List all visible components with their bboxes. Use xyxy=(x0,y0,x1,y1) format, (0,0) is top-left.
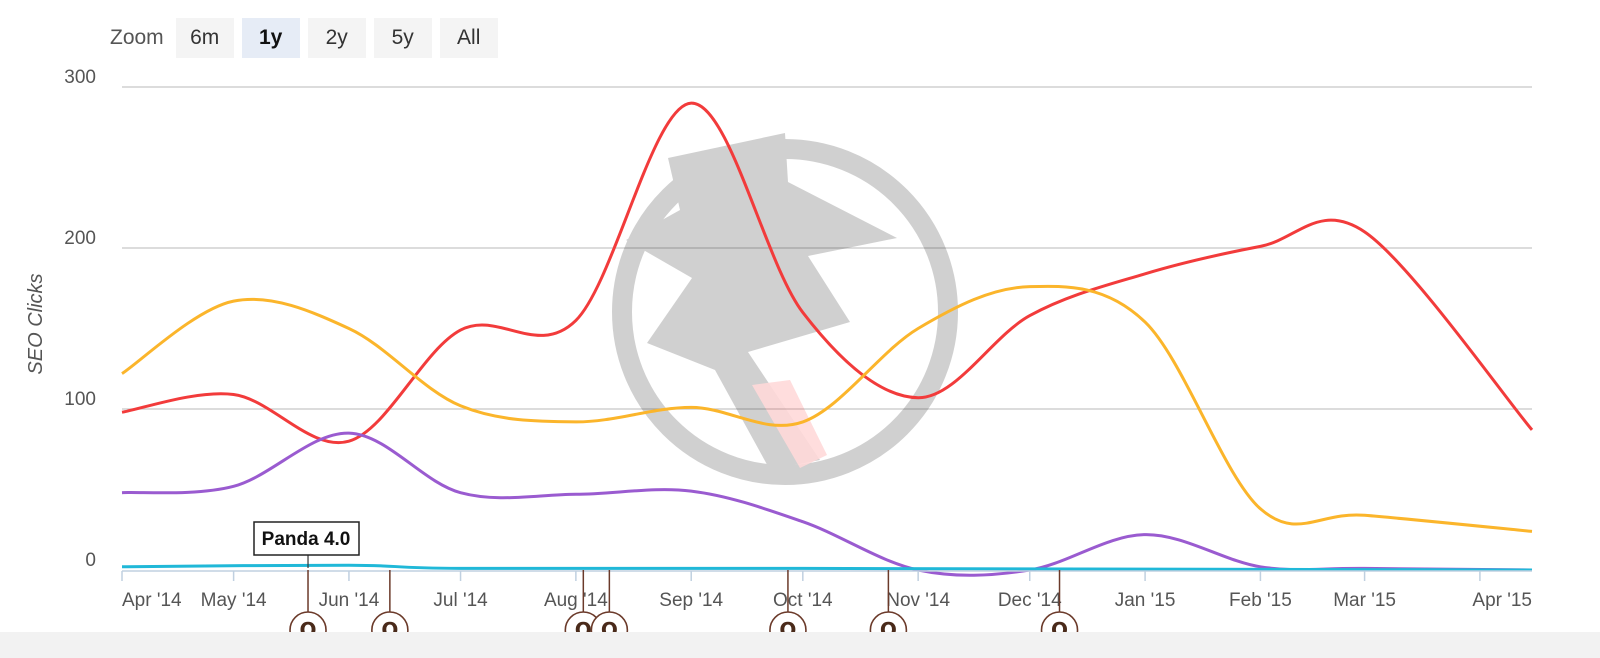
flag-letter: O xyxy=(575,618,592,632)
flag-letter: O xyxy=(1051,618,1068,632)
flag-marker xyxy=(1040,611,1079,632)
tooltip-text: Panda 4.0 xyxy=(262,529,351,550)
flag-marker xyxy=(769,611,807,632)
navigator-band xyxy=(0,632,1600,658)
zoom-bar: Zoom 6m 1y 2y 5y All xyxy=(110,18,498,58)
flag-marker xyxy=(869,611,908,632)
flag-letter: O xyxy=(779,618,796,632)
flag-letter: O xyxy=(381,618,398,632)
y-axis-label: SEO Clicks xyxy=(25,273,47,374)
series-line-teal xyxy=(121,563,1533,572)
x-tick-label: Nov '14 xyxy=(886,590,950,611)
zoom-button-5y[interactable]: 5y xyxy=(373,18,432,58)
series-line-purple xyxy=(121,431,1533,577)
y-tick-label: 300 xyxy=(64,67,96,88)
x-tick-label: May '14 xyxy=(201,590,267,611)
x-axis-ticks: Apr '14 May '14 Jun '14 Jul '14 Aug '14 Sep '… xyxy=(121,571,1532,611)
x-tick-label: Jun '14 xyxy=(319,590,380,611)
zoom-button-1y[interactable]: 1y xyxy=(241,18,300,58)
zoom-button-all[interactable]: All xyxy=(439,18,498,58)
flag-letter: O xyxy=(300,618,317,632)
x-tick-label: Apr '15 xyxy=(1472,590,1532,611)
series-lines xyxy=(121,101,1534,577)
y-axis-ticks: 0 100 200 300 xyxy=(64,67,96,571)
seo-clicks-chart: Apr '14 May '14 Jun '14 Jul '14 Aug '14 Sep '… xyxy=(25,67,1534,632)
x-tick-label: Jul '14 xyxy=(433,590,488,611)
tooltip-box xyxy=(253,521,360,556)
flag-letter: O xyxy=(880,618,897,632)
zoom-button-2y[interactable]: 2y xyxy=(307,18,366,58)
x-tick-label: Jan '15 xyxy=(1115,590,1176,611)
zoom-label: Zoom xyxy=(110,26,164,49)
flag-marker xyxy=(289,611,327,632)
x-tick-label: Mar '15 xyxy=(1333,590,1396,611)
x-tick-label: Oct '14 xyxy=(773,590,833,611)
y-tick-label: 0 xyxy=(85,550,96,571)
series-line-orange xyxy=(121,284,1533,533)
series-line-red xyxy=(121,101,1534,445)
flag-marker xyxy=(590,611,629,632)
watermark-logo xyxy=(612,133,958,485)
zoom-button-6m[interactable]: 6m xyxy=(175,18,234,58)
y-tick-label: 200 xyxy=(64,228,96,249)
flag-marker xyxy=(371,611,409,632)
x-tick-label: Dec '14 xyxy=(998,590,1062,611)
x-tick-label: Aug '14 xyxy=(544,590,608,611)
flag-letter: O xyxy=(601,618,618,632)
x-tick-label: Feb '15 xyxy=(1229,590,1292,611)
x-tick-label: Sep '14 xyxy=(659,590,723,611)
y-tick-label: 100 xyxy=(64,389,96,410)
watermark-figure xyxy=(626,133,897,470)
panda-tooltip: Panda 4.0 xyxy=(253,521,360,568)
x-tick-label: Apr '14 xyxy=(122,590,182,611)
